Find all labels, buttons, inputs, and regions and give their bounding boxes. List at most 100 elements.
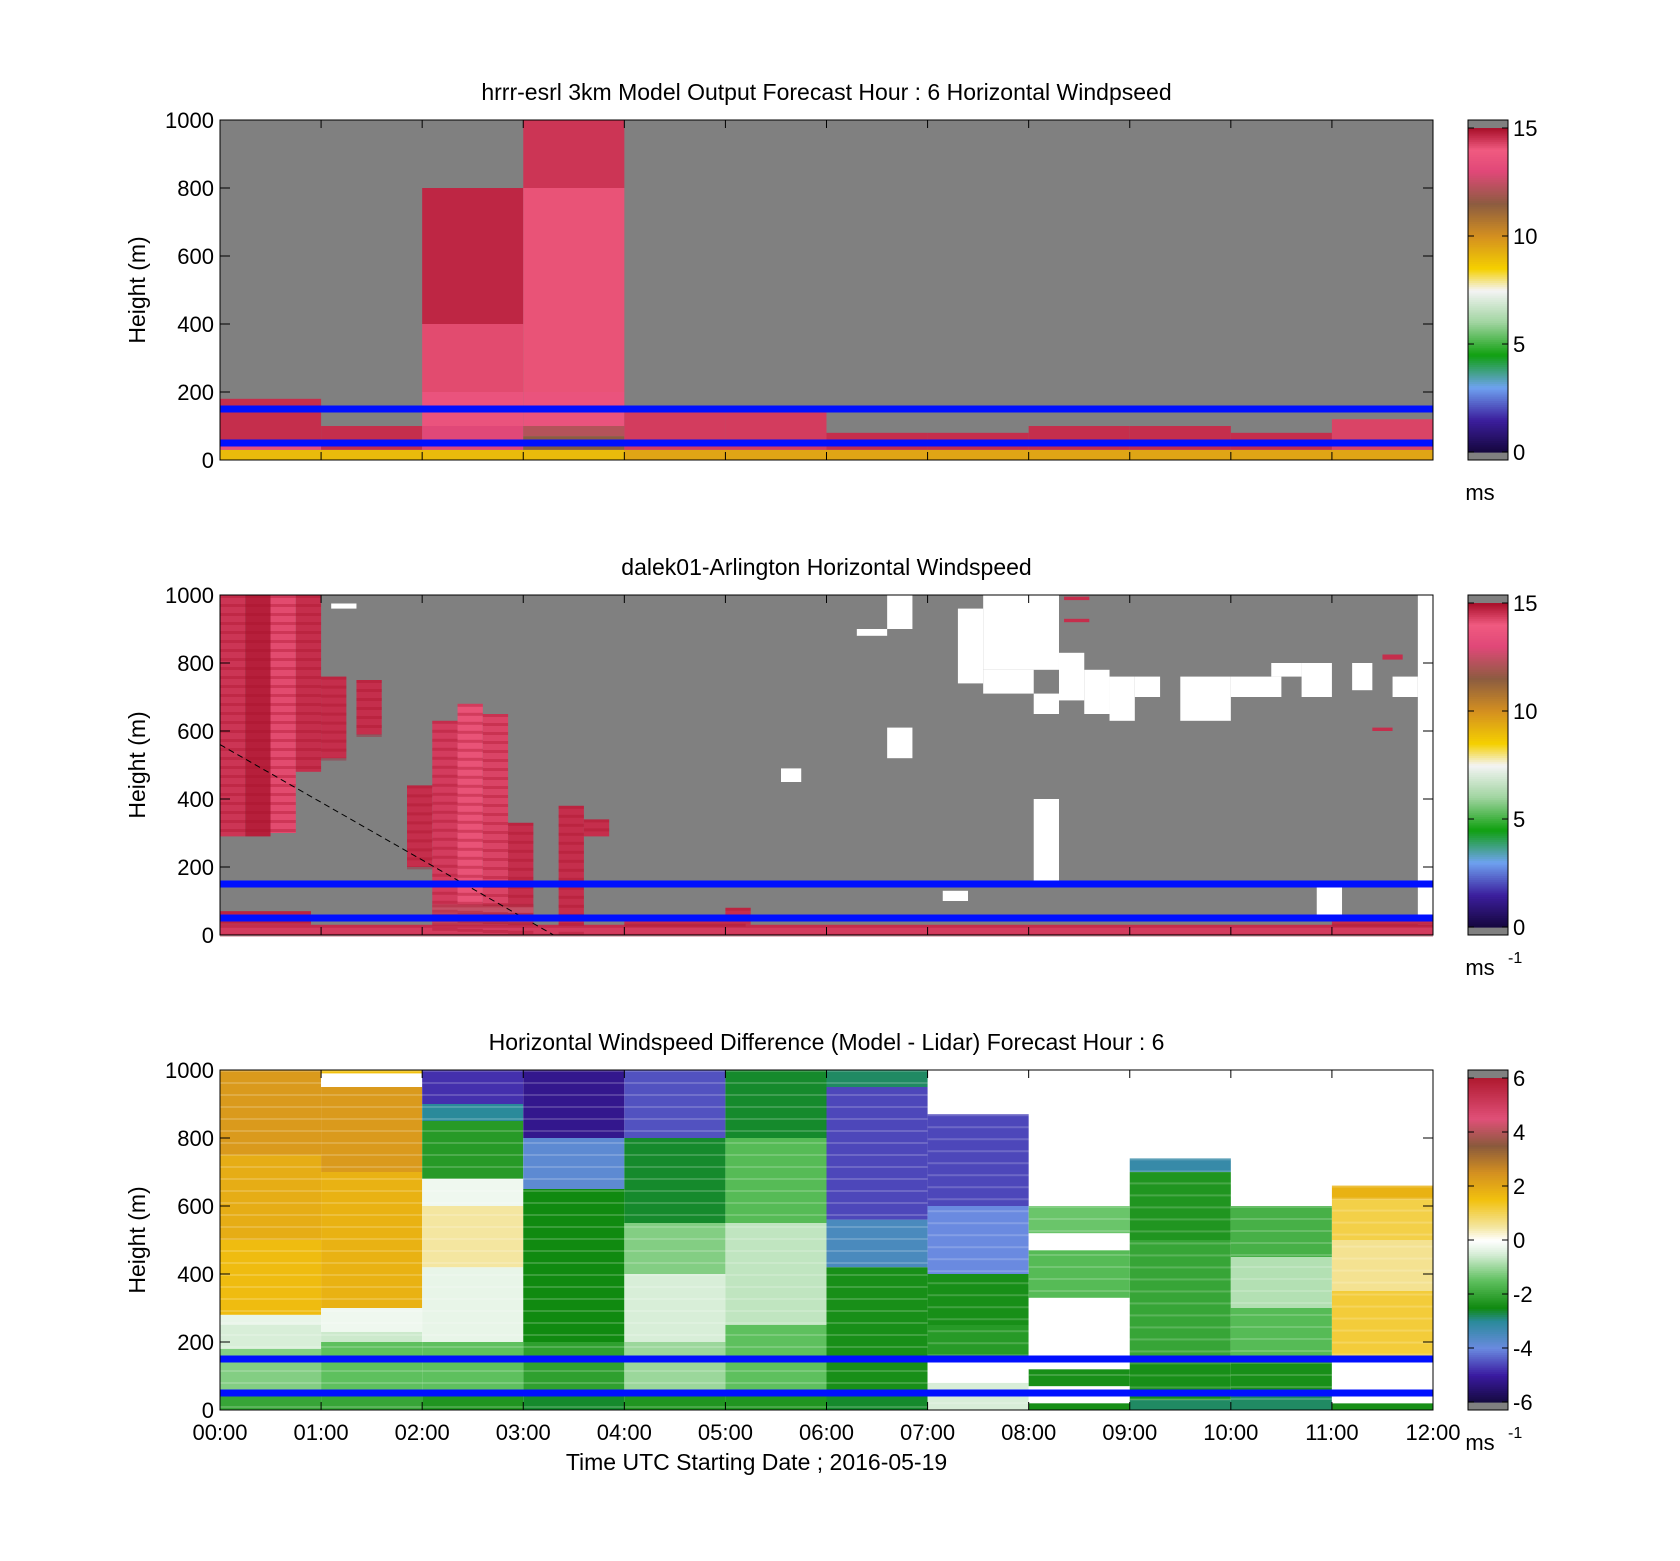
heat-cell [422, 188, 524, 324]
heat-band [457, 721, 483, 725]
colorbar-step [1468, 1255, 1508, 1258]
colorbar-step [1468, 368, 1508, 371]
colorbar-step [1468, 795, 1508, 798]
heat-band [245, 595, 271, 598]
colorbar-step [1468, 158, 1508, 161]
heat-band [725, 1106, 827, 1108]
heat-band [432, 927, 458, 931]
heat-cell [321, 1308, 423, 1332]
colorbar-step [1468, 738, 1508, 741]
heat-band [270, 775, 296, 778]
colorbar-step [1468, 194, 1508, 198]
heat-band [1129, 1386, 1231, 1389]
heat-band [624, 1370, 726, 1372]
colorbar-step [1468, 1396, 1508, 1399]
heat-band [927, 1234, 1029, 1237]
colorbar-unit: ms [1465, 1430, 1494, 1455]
colorbar-step [1468, 232, 1508, 236]
colorbar-step [1468, 1093, 1508, 1096]
colorbar-step [1468, 837, 1508, 840]
colorbar-step [1468, 770, 1508, 774]
heat-band [220, 1382, 322, 1384]
heat-band [1129, 1254, 1231, 1257]
heat-cell [321, 1073, 423, 1087]
heat-band [220, 1094, 322, 1096]
heat-band [1129, 1326, 1231, 1329]
colorbar-step [1468, 658, 1508, 661]
heat-band [220, 1166, 322, 1168]
colorbar-step [1468, 446, 1508, 449]
heat-cell [826, 1087, 928, 1220]
colorbar-step [1468, 236, 1508, 240]
colorbar-step [1468, 669, 1508, 673]
heat-band [558, 922, 584, 926]
colorbar-step [1468, 1398, 1508, 1401]
missing-cell [1230, 676, 1282, 697]
heat-band [523, 1214, 625, 1216]
colorbar-step [1468, 204, 1508, 207]
heat-band [407, 866, 433, 870]
colorbar-step [1468, 604, 1508, 608]
heat-band [245, 604, 271, 607]
heat-band [422, 1166, 524, 1168]
missing-cell [983, 595, 1059, 670]
colorbar-step [1468, 1165, 1508, 1169]
colorbar-under [1468, 452, 1508, 460]
colorbar-step [1468, 810, 1508, 814]
colorbar-step [1468, 310, 1508, 314]
colorbar-step [1468, 1129, 1508, 1132]
colorbar-step [1468, 1297, 1508, 1300]
colorbar-step [1468, 814, 1508, 818]
heat-band [1230, 1314, 1332, 1316]
colorbar-step [1468, 631, 1508, 635]
colorbar-step [1468, 202, 1508, 205]
colorbar-step [1468, 707, 1508, 711]
heat-band [927, 1114, 1029, 1117]
heat-band [270, 721, 296, 724]
heat-band [270, 613, 296, 616]
heat-band [321, 1166, 423, 1168]
colorbar-step [1468, 841, 1508, 844]
colorbar-step [1468, 1144, 1508, 1148]
colorbar-tick-label: 2 [1513, 1174, 1525, 1199]
colorbar-step [1468, 694, 1508, 697]
colorbar-step [1468, 780, 1508, 783]
colorbar-step [1468, 200, 1508, 203]
colorbar-step [1468, 831, 1508, 835]
colorbar-step [1468, 724, 1508, 728]
heat-band [422, 1238, 524, 1240]
colorbar-step [1468, 269, 1508, 272]
colorbar-step [1468, 633, 1508, 636]
heat-band [927, 1294, 1029, 1297]
heat-band [508, 858, 534, 862]
colorbar-step [1468, 1190, 1508, 1193]
heat-band [270, 829, 296, 832]
heat-band [432, 729, 458, 733]
heat-band [295, 703, 322, 706]
heat-cell [826, 1219, 928, 1268]
heat-band [1028, 1386, 1130, 1388]
heat-band [245, 811, 271, 814]
y-tick-label: 600 [177, 719, 214, 744]
colorbar-step [1468, 444, 1508, 447]
heat-band [457, 838, 483, 842]
y-tick-label: 1000 [165, 583, 214, 608]
colorbar-step [1468, 1321, 1508, 1325]
heat-band [220, 1274, 322, 1276]
colorbar-step [1468, 343, 1508, 346]
heat-band [725, 1142, 827, 1144]
colorbar-unit: ms [1465, 480, 1494, 505]
colorbar: 0 5 10 15 ms -1 [1465, 591, 1537, 980]
colorbar-step [1468, 911, 1508, 915]
colorbar-step [1468, 326, 1508, 329]
colorbar-step [1468, 1371, 1508, 1375]
heat-band [523, 1130, 625, 1132]
missing-cell [1058, 652, 1085, 701]
heat-cell [1129, 1158, 1231, 1172]
heat-cell [927, 1114, 1029, 1206]
heat-band [826, 1262, 928, 1264]
colorbar-step [1468, 1127, 1508, 1131]
colorbar-step [1468, 1211, 1508, 1214]
colorbar-step [1468, 1390, 1508, 1394]
